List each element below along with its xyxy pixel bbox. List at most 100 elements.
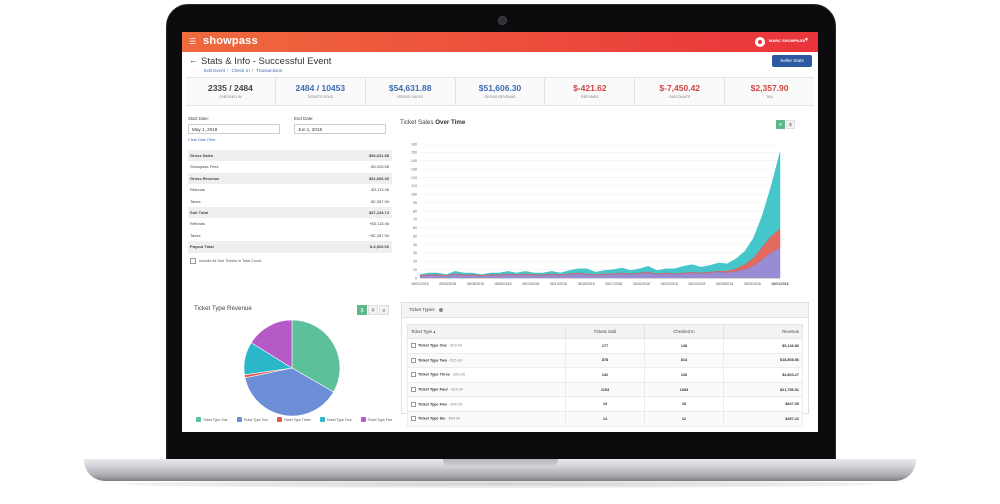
column-header-revenue[interactable]: Revenue [723,324,803,339]
laptop-base [84,459,916,481]
breadcrumb-check-in[interactable]: Check In [231,68,250,73]
y-tick-label: 150 [411,151,417,155]
clear-date-filter-link[interactable]: Clear Date Filter [188,138,216,142]
stat-label: TICKETS SOLD [307,95,334,99]
column-header-ticket-type[interactable]: Ticket Type ▴ [407,324,566,339]
back-arrow-icon[interactable]: ← [189,55,198,65]
legend-item[interactable]: Ticket Type Five [360,417,392,422]
breadcrumb-separator: / [251,68,253,73]
y-tick-label: 20 [413,260,417,264]
y-tick-label: 70 [413,218,417,222]
table-row[interactable]: Ticket Type One - $29.99 177 148 $5,146.80 [407,338,803,354]
end-date-label: End Date: [294,116,314,121]
summary-row: Showpass Fees -$3,025.58 [188,161,392,172]
stat-value: $54,631.88 [388,83,432,93]
checked-in-cell: 18 [644,396,724,412]
summary-value: -$3,113.46 [370,187,389,193]
info-icon[interactable] [438,307,443,312]
checked-in-cell: 12 [644,410,724,427]
legend-item[interactable]: Ticket Type One [196,417,228,422]
pie-count-toggle[interactable]: # [368,305,378,315]
ticket-type-price: - $49.95 [448,402,463,407]
hamburger-menu-icon[interactable]: ☰ [189,37,197,46]
checked-in-cell: 1083 [644,381,724,398]
x-tick-label: 05/08/2018 [495,282,512,286]
row-bullet-icon [411,387,416,393]
pie-chart-title: Ticket Type Revenue [194,305,252,312]
stat-gross-revenue: $51,606.30 GROSS REVENUE [456,78,546,105]
summary-value: $47,134.74 [368,209,389,215]
column-header-tickets-sold[interactable]: Tickets Sold [565,324,645,339]
count-toggle-button[interactable]: # [776,120,785,129]
breadcrumb-transactions[interactable]: Transactions [256,68,283,73]
legend-swatch [236,417,242,422]
stat-value: $51,606.30 [478,83,522,93]
pie-slice[interactable] [291,319,341,393]
area-series[interactable] [419,152,781,276]
table-row[interactable]: Ticket Type Five - $49.95 19 18 $847.05 [407,396,803,412]
brand-logo[interactable]: showpass [203,35,258,47]
chevron-down-icon[interactable]: ▼ [804,37,809,43]
seller-stats-button[interactable]: Seller Stats [772,55,812,67]
row-bullet-icon [411,343,416,349]
revenue-toggle-button[interactable]: $ [786,120,795,129]
summary-value: $51,606.30 [368,175,389,181]
x-tick-label: 05/15/2018 [578,282,595,286]
summary-row: Sub Total $47,134.74 [188,206,392,219]
tickets-sold-cell: 878 [565,352,645,369]
y-tick-label: 140 [411,159,417,163]
include-sub-tickets-option[interactable]: Include All Sub Tickets in Total Count [190,258,261,264]
pie-list-toggle[interactable]: ≡ [379,305,389,315]
stat-refunds: $-421.62 REFUNDS [545,78,636,105]
summary-value: -$2,357.90 [369,198,389,204]
legend-label: Ticket Type One [203,417,228,422]
ticket-types-panel: Ticket Types Ticket Type ▴ Tickets Sold … [401,302,809,427]
y-tick-label: 160 [411,142,417,146]
legend-label: Ticket Type Two [243,417,268,422]
stat-value: 2335 / 2484 [207,83,253,93]
tickets-sold-cell: 177 [565,338,645,354]
user-avatar-icon[interactable] [755,37,765,47]
ticket-type-cell: Ticket Type Three - $39.95 [407,367,566,383]
ticket-type-name: Ticket Type Three [418,372,450,377]
legend-item[interactable]: Ticket Type Two [236,417,268,422]
end-date-input[interactable]: Jun 1, 2018 [294,124,386,134]
include-sub-tickets-checkbox[interactable] [190,258,196,264]
x-tick-label: 05/24/2018 [688,282,705,286]
table-row[interactable]: Ticket Type Three - $39.95 242 228 $4,803.2… [407,367,803,383]
breadcrumb-edit-event[interactable]: Edit Event [204,68,225,73]
screen: ☰ showpass MARC SHOWPASS ▼ ← Stats & Inf… [182,32,818,432]
summary-row: Payout Total $-3,926.00 [188,241,392,253]
legend-item[interactable]: Ticket Type Three [276,417,311,422]
line-chart-title-bold: Over Time [435,119,466,126]
summary-row: Refunds -$3,113.46 [188,184,392,195]
revenue-cell: $5,146.80 [723,338,803,354]
y-tick-label: 10 [413,268,417,272]
start-date-input[interactable]: May 1, 2018 [188,124,280,134]
stat-label: REFUNDS [581,95,599,99]
summary-label: Sub Total [190,209,208,215]
pie-revenue-toggle[interactable]: $ [357,305,367,315]
x-tick-label: 05/26/2018 [716,282,733,286]
x-tick-label: 05/13/2018 [550,282,567,286]
column-header-checked-in[interactable]: Checked In [644,324,724,339]
table-row[interactable]: Ticket Type Six - $54.99 14 12 $457.22 [407,410,803,427]
legend-item[interactable]: Ticket Type Four [319,417,352,422]
stat-tickets-sold: 2484 / 10453 TICKETS SOLD [276,78,366,105]
table-row[interactable]: Ticket Type Two - $15.99 878 814 $18,808.56 [407,352,803,369]
ticket-type-cell: Ticket Type Five - $49.95 [407,396,566,412]
user-menu-label[interactable]: MARC SHOWPASS [769,38,806,43]
x-tick-label: 05/10/2018 [522,282,539,286]
ticket-type-name: Ticket Type One [418,343,447,348]
pie-slice[interactable] [244,367,334,417]
pie-slice[interactable] [250,319,293,369]
table-row[interactable]: Ticket Type Four - $15.99 1154 1083 $21,756… [407,381,803,398]
camera-icon [498,16,507,25]
tickets-sold-cell: 14 [565,410,645,427]
summary-label: Taxes [190,232,201,238]
breadcrumb-separator: / [226,68,229,73]
line-chart-title: Ticket Sales Over Time [400,119,465,126]
x-tick-label: 06/01/2018 [772,282,789,286]
ticket-type-price: - $15.99 [449,387,464,392]
ticket-type-cell: Ticket Type One - $29.99 [407,338,566,354]
